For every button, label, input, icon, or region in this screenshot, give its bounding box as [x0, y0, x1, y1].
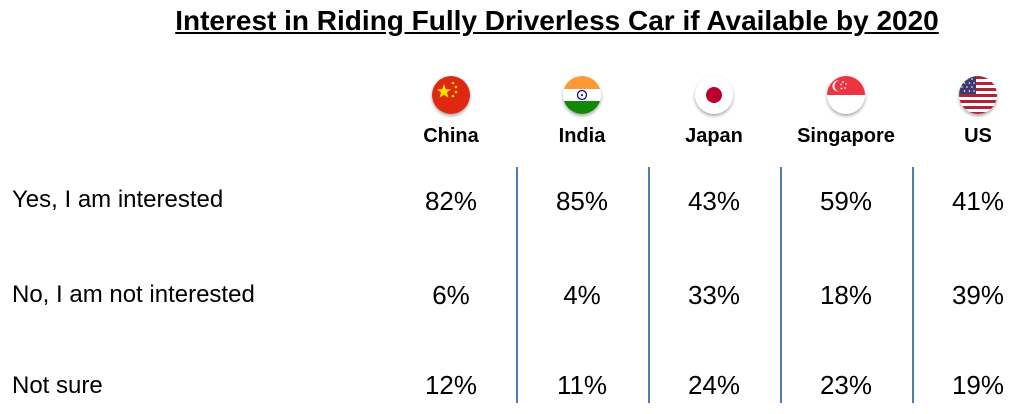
table-cell: 6% [432, 280, 470, 310]
india-flag-icon [563, 76, 601, 114]
table-cell: 19% [951, 370, 1005, 400]
table-cell: 85% [555, 186, 609, 216]
table-cell: 39% [951, 280, 1005, 310]
table-cell: 23% [819, 370, 873, 400]
table-cell: 43% [687, 186, 741, 216]
table-cell: 41% [951, 186, 1005, 216]
us-flag-icon [959, 76, 997, 114]
column-header-japan: Japan [685, 125, 743, 147]
china-flag-icon [432, 76, 470, 114]
table-cell: 18% [819, 280, 873, 310]
column-divider [780, 167, 782, 403]
row-label-not-sure: Not sure [12, 372, 103, 399]
row-label-no: No, I am not interested [12, 281, 255, 308]
column-header-china: China [423, 125, 479, 147]
japan-flag-icon [695, 76, 733, 114]
table-cell: 4% [563, 280, 601, 310]
table-cell: 11% [556, 370, 608, 400]
table-cell: 33% [687, 280, 741, 310]
column-divider [912, 167, 914, 403]
table-cell: 59% [819, 186, 873, 216]
column-divider [516, 167, 518, 403]
table-cell: 12% [424, 370, 478, 400]
chart-title: Interest in Riding Fully Driverless Car … [175, 5, 939, 36]
singapore-flag-icon [827, 76, 865, 114]
row-label-yes: Yes, I am interested [12, 186, 224, 213]
table-cell: 24% [687, 370, 741, 400]
column-header-singapore: Singapore [797, 125, 895, 147]
column-header-us: US [964, 125, 992, 147]
column-divider [648, 167, 650, 403]
column-header-india: India [558, 125, 606, 147]
table-cell: 82% [424, 186, 478, 216]
